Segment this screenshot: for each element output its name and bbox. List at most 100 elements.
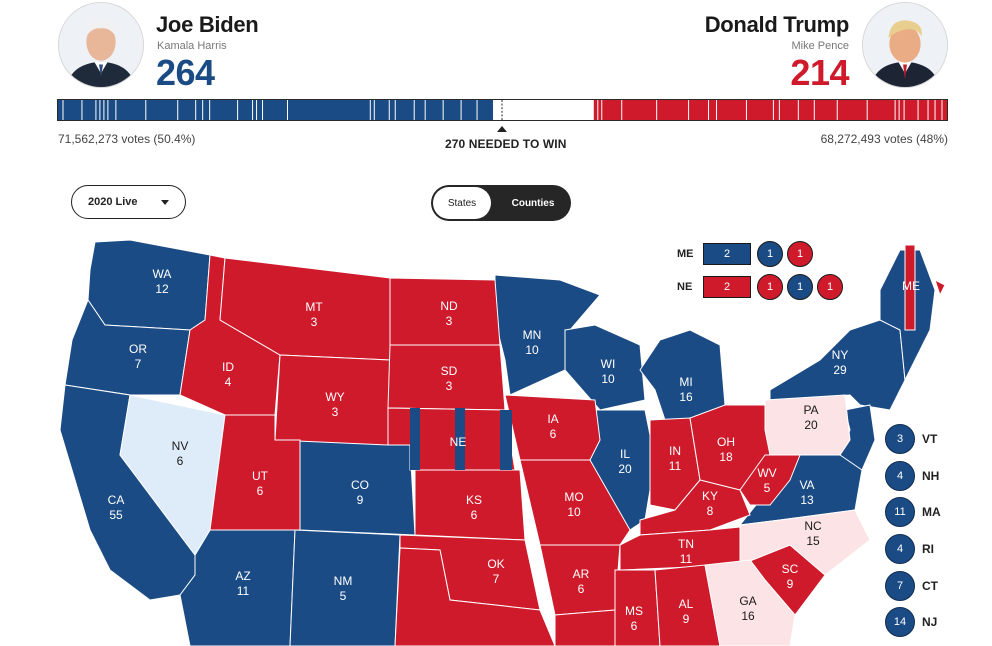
- label-OH-abbr: OH: [717, 435, 735, 449]
- label-IL-abbr: IL: [620, 447, 630, 461]
- label-KY-votes: 8: [707, 504, 714, 518]
- tab-counties[interactable]: Counties: [511, 197, 555, 209]
- small-state-votes[interactable]: 4: [885, 461, 915, 491]
- label-IN-abbr: IN: [669, 444, 681, 458]
- small-state-votes[interactable]: 3: [885, 424, 915, 454]
- state-IA[interactable]: [504, 394, 601, 461]
- state-TX[interactable]: [394, 547, 556, 646]
- year-select[interactable]: 2020 Live: [71, 185, 186, 219]
- trump-name: Donald Trump: [704, 12, 850, 37]
- us-electoral-map: WA 12 OR 7 CA 55 NV 6 ID 4 MT 3 WY 3 UT …: [59, 239, 946, 646]
- state-MS[interactable]: [614, 569, 661, 646]
- label-CA-abbr: CA: [108, 493, 125, 507]
- state-WV[interactable]: [739, 454, 801, 506]
- state-WI[interactable]: [564, 324, 646, 411]
- label-MI-abbr: MI: [679, 375, 692, 389]
- state-NM[interactable]: [289, 529, 401, 646]
- small-state-abbr: VT: [922, 432, 938, 446]
- label-NC-abbr: NC: [804, 519, 822, 533]
- label-NY-votes: 29: [833, 363, 847, 377]
- me-split-label: ME: [677, 248, 694, 260]
- threshold-label: 270 NEEDED TO WIN: [445, 137, 567, 151]
- label-MO-votes: 10: [567, 505, 581, 519]
- state-LA[interactable]: [554, 609, 621, 646]
- label-AR-abbr: AR: [573, 567, 590, 581]
- label-NE-abbr: NE: [450, 435, 467, 449]
- label-CO-abbr: CO: [351, 478, 369, 492]
- label-WY-abbr: WY: [325, 390, 344, 404]
- label-KS-abbr: KS: [466, 493, 482, 507]
- label-OR-votes: 7: [135, 357, 142, 371]
- label-SC-votes: 9: [787, 577, 794, 591]
- label-AL-votes: 9: [683, 612, 690, 626]
- state-GA[interactable]: [704, 559, 796, 646]
- label-WI-votes: 10: [601, 372, 615, 386]
- small-state-abbr: NH: [922, 469, 940, 483]
- ne-total-box: 2: [703, 276, 751, 298]
- biden-running-mate: Kamala Harris: [157, 40, 227, 52]
- label-SD-abbr: SD: [441, 364, 458, 378]
- label-NV-abbr: NV: [172, 439, 189, 453]
- state-MO[interactable]: [519, 459, 631, 546]
- label-GA-abbr: GA: [739, 594, 756, 608]
- label-NM-abbr: NM: [334, 574, 353, 588]
- small-state-votes[interactable]: 11: [885, 497, 915, 527]
- state-OR[interactable]: [64, 298, 191, 396]
- label-ID-abbr: ID: [222, 360, 234, 374]
- label-NC-votes: 15: [806, 534, 820, 548]
- label-TN-abbr: TN: [678, 537, 694, 551]
- state-NJ-DE-MD[interactable]: [839, 404, 876, 471]
- label-WI-abbr: WI: [601, 357, 616, 371]
- ne-district-stripe: [500, 410, 512, 470]
- ne-split-label: NE: [677, 281, 693, 293]
- label-WV-abbr: WV: [757, 466, 776, 480]
- tab-states[interactable]: States: [433, 187, 491, 219]
- label-MN-abbr: MN: [523, 328, 542, 342]
- small-state-abbr: NJ: [922, 615, 938, 629]
- label-ND-votes: 3: [446, 314, 453, 328]
- biden-popular-votes: 71,562,273 votes (50.4%): [58, 132, 196, 146]
- state-AL[interactable]: [654, 564, 721, 646]
- label-KS-votes: 6: [471, 508, 478, 522]
- label-TN-votes: 11: [680, 552, 693, 566]
- label-GA-votes: 16: [741, 609, 755, 623]
- small-state-abbr: MA: [922, 505, 941, 519]
- label-NV-votes: 6: [177, 454, 184, 468]
- state-NV[interactable]: [119, 394, 226, 556]
- label-OR-abbr: OR: [129, 342, 147, 356]
- ne-district-stripe: [455, 408, 465, 470]
- chevron-down-icon: [161, 200, 169, 205]
- label-PA-abbr: PA: [803, 403, 818, 417]
- year-select-value: 2020 Live: [88, 196, 138, 208]
- state-ME-2[interactable]: [904, 244, 916, 331]
- small-state-votes[interactable]: 14: [885, 607, 915, 637]
- label-VA-abbr: VA: [799, 478, 814, 492]
- biden-name: Joe Biden: [156, 12, 259, 37]
- label-MS-abbr: MS: [625, 604, 643, 618]
- label-UT-abbr: UT: [252, 469, 269, 483]
- label-PA-votes: 20: [804, 418, 818, 432]
- label-MI-votes: 16: [679, 390, 693, 404]
- label-OH-votes: 18: [719, 450, 733, 464]
- label-CA-votes: 55: [109, 508, 123, 522]
- label-IA-votes: 6: [550, 427, 557, 441]
- small-state-votes[interactable]: 7: [885, 571, 915, 601]
- label-KY-abbr: KY: [702, 489, 718, 503]
- state-WA[interactable]: [87, 239, 211, 331]
- ne-district-stripe: [410, 408, 420, 470]
- small-state-votes[interactable]: 4: [885, 534, 915, 564]
- label-IN-votes: 11: [669, 459, 682, 473]
- label-AL-abbr: AL: [679, 597, 694, 611]
- trump-avatar: [862, 2, 948, 88]
- trump-electoral-votes: 214: [790, 52, 849, 93]
- label-IA-abbr: IA: [547, 412, 558, 426]
- view-toggle: States Counties: [431, 185, 571, 221]
- biden-avatar: [58, 2, 144, 88]
- label-NM-votes: 5: [340, 589, 347, 603]
- state-UT[interactable]: [209, 414, 301, 531]
- state-ME-coast[interactable]: [934, 279, 946, 297]
- state-PA[interactable]: [764, 394, 851, 456]
- label-CO-votes: 9: [357, 493, 364, 507]
- ne-district-2: 1: [787, 274, 813, 300]
- small-state-abbr: CT: [922, 579, 938, 593]
